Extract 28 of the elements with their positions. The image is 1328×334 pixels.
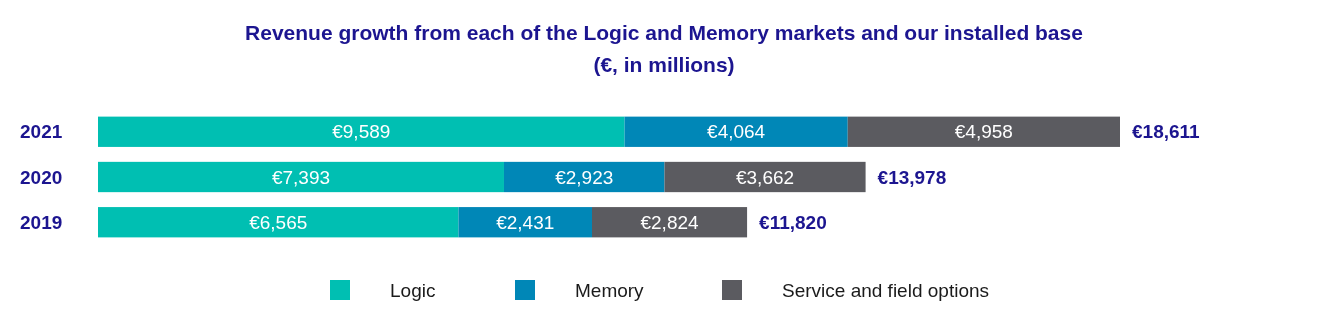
bar xyxy=(592,207,748,238)
data-label: €4,064 xyxy=(707,121,766,143)
data-label: €3,662 xyxy=(735,166,795,188)
y-tick-label: 2019 xyxy=(20,211,63,233)
chart-title: Revenue growth from each of the Logic and Memory markets and our installed base xyxy=(245,21,1083,44)
data-label: €2,923 xyxy=(555,166,614,188)
legend-label: Service and field options xyxy=(782,279,990,301)
total-label: €18,611 xyxy=(1132,121,1201,143)
data-label: €7,393 xyxy=(271,166,331,188)
legend-label: Memory xyxy=(575,279,645,301)
bar xyxy=(847,116,1120,147)
bar xyxy=(98,116,625,147)
total-label: €13,978 xyxy=(877,166,947,188)
bar xyxy=(98,161,504,193)
y-tick-label: 2021 xyxy=(20,121,63,143)
bar xyxy=(503,161,665,193)
data-label: €6,565 xyxy=(249,211,308,233)
data-label: €2,824 xyxy=(640,211,700,233)
total-label: €11,820 xyxy=(759,211,827,233)
data-label: €9,589 xyxy=(332,121,391,143)
chart-subtitle: (€, in millions) xyxy=(593,53,735,76)
bar xyxy=(98,207,459,238)
data-label: €2,431 xyxy=(496,211,555,233)
bar xyxy=(664,161,866,193)
legend-label: Logic xyxy=(390,279,436,301)
data-label: €4,958 xyxy=(954,121,1013,143)
y-tick-label: 2020 xyxy=(20,166,63,188)
bar xyxy=(624,116,848,147)
